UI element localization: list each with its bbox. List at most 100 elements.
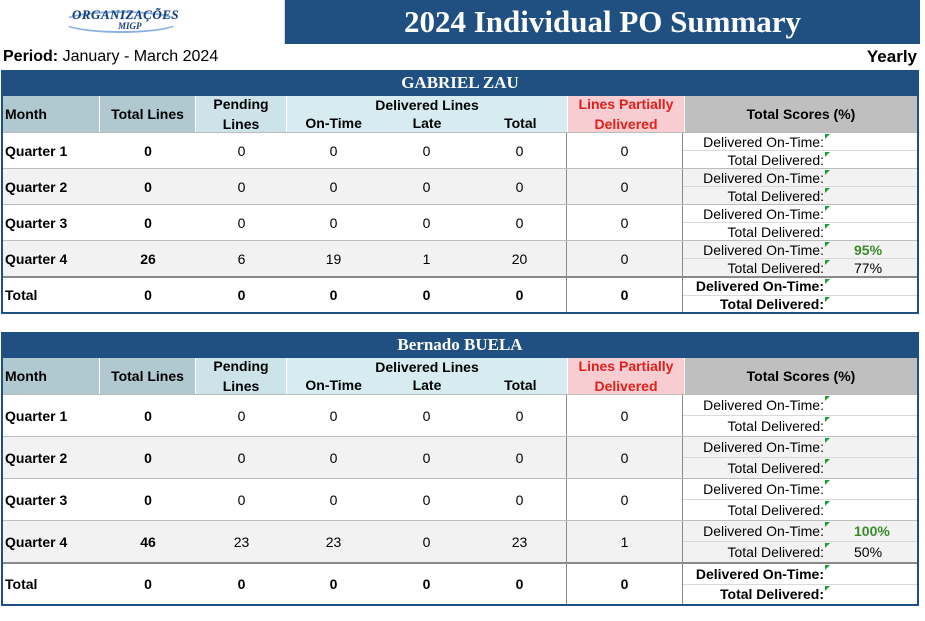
score-total-value — [826, 223, 917, 240]
table-row[interactable]: Quarter 4 26 6 19 1 20 0 Delivered On-Ti… — [3, 240, 917, 276]
score-total-label: Total Delivered: — [683, 500, 830, 520]
row-scores: Delivered On-Time: Total Delivered: — [683, 437, 917, 478]
row-late: 0 — [422, 287, 431, 303]
row-pending: 0 — [237, 214, 246, 231]
row-total-lines: 0 — [144, 178, 152, 195]
row-pending: 0 — [237, 287, 246, 303]
row-partial: 0 — [566, 205, 683, 240]
row-month: Total — [5, 576, 38, 592]
header-ontime: On-Time — [305, 377, 362, 393]
table-row[interactable]: Quarter 3 0 0 0 0 0 0 Delivered On-Time:… — [3, 478, 917, 520]
row-total-lines: 0 — [144, 491, 152, 508]
score-ontime-value: 100% — [854, 523, 890, 539]
row-delivered-total: 0 — [515, 407, 524, 424]
score-total-value — [826, 151, 917, 168]
row-late: 1 — [422, 250, 431, 267]
row-pending: 0 — [237, 178, 246, 195]
score-total-value — [826, 585, 917, 605]
row-delivered-total: 20 — [511, 250, 528, 267]
score-ontime-label: Delivered On-Time: — [683, 521, 830, 541]
table-row[interactable]: Quarter 3 0 0 0 0 0 0 Delivered On-Time:… — [3, 204, 917, 240]
score-ontime-value — [826, 133, 917, 150]
header-pending: Pending Lines — [196, 96, 287, 132]
score-ontime-label: Delivered On-Time: — [683, 169, 830, 186]
header-total-lines: Total Lines — [100, 96, 196, 132]
row-delivered-total: 0 — [515, 449, 524, 466]
row-total-lines: 0 — [144, 142, 152, 159]
row-partial: 0 — [566, 479, 683, 520]
header-partial: Lines Partially Delivered — [567, 96, 684, 132]
table-row[interactable]: Quarter 2 0 0 0 0 0 0 Delivered On-Time:… — [3, 168, 917, 204]
table-row[interactable]: Total 0 0 0 0 0 0 Delivered On-Time: Tot… — [3, 562, 917, 604]
score-total-value: 50% — [854, 544, 883, 560]
row-total-lines: 26 — [140, 250, 156, 267]
period-value[interactable]: January - March 2024 — [62, 48, 219, 65]
person-name: GABRIEL ZAU — [3, 70, 917, 96]
header-month: Month — [3, 358, 100, 394]
row-delivered-total: 0 — [515, 576, 524, 592]
row-pending: 0 — [237, 407, 246, 424]
table-row[interactable]: Quarter 4 46 23 23 0 23 1 Delivered On-T… — [3, 520, 917, 562]
header-ontime: On-Time — [305, 115, 362, 131]
score-ontime-value — [826, 564, 917, 584]
row-late: 0 — [422, 178, 431, 195]
row-partial: 0 — [566, 241, 683, 276]
score-total-label: Total Delivered: — [683, 187, 830, 204]
logo-cell: ORGANIZAÇÕES MIGP — [0, 0, 285, 44]
score-total-label: Total Delivered: — [683, 585, 830, 605]
table-header: Month Total Lines Pending Lines Delivere… — [3, 358, 917, 394]
row-total-lines: 0 — [144, 287, 152, 303]
row-total-lines: 0 — [144, 214, 152, 231]
score-total-label: Total Delivered: — [683, 542, 830, 562]
row-month: Quarter 2 — [5, 449, 68, 466]
score-total-value — [826, 458, 917, 478]
company-logo: ORGANIZAÇÕES MIGP — [62, 5, 180, 37]
row-ontime: 0 — [329, 214, 338, 231]
score-total-label: Total Delivered: — [683, 223, 830, 240]
row-late: 0 — [422, 407, 431, 424]
row-total-lines: 46 — [140, 533, 156, 550]
row-total-lines: 0 — [144, 576, 152, 592]
row-ontime: 0 — [329, 407, 338, 424]
score-ontime-value — [826, 205, 917, 222]
table-row[interactable]: Quarter 1 0 0 0 0 0 0 Delivered On-Time:… — [3, 394, 917, 436]
score-total-label: Total Delivered: — [683, 151, 830, 168]
score-ontime-label: Delivered On-Time: — [683, 278, 830, 295]
score-ontime-label: Delivered On-Time: — [683, 395, 830, 415]
row-ontime: 0 — [329, 287, 338, 303]
person-block: Bernado BUELA Month Total Lines Pending … — [1, 332, 919, 606]
row-partial: 0 — [566, 437, 683, 478]
row-late: 0 — [422, 491, 431, 508]
row-delivered-total: 0 — [515, 491, 524, 508]
row-scores: Delivered On-Time: 95% Total Delivered: … — [683, 241, 917, 276]
period-row: Period: January - March 2024 Yearly — [0, 44, 920, 70]
row-ontime: 0 — [329, 491, 338, 508]
page-title: 2024 Individual PO Summary — [285, 0, 920, 44]
score-ontime-label: Delivered On-Time: — [683, 437, 830, 457]
row-delivered-total: 0 — [515, 178, 524, 195]
table-row[interactable]: Quarter 2 0 0 0 0 0 0 Delivered On-Time:… — [3, 436, 917, 478]
header-partial: Lines Partially Delivered — [567, 358, 684, 394]
score-ontime-value — [826, 479, 917, 499]
row-delivered-total: 23 — [511, 533, 528, 550]
table-row[interactable]: Quarter 1 0 0 0 0 0 0 Delivered On-Time:… — [3, 132, 917, 168]
row-total-lines: 0 — [144, 407, 152, 424]
row-scores: Delivered On-Time: Total Delivered: — [683, 479, 917, 520]
score-ontime-label: Delivered On-Time: — [683, 564, 830, 584]
header-pending: Pending Lines — [196, 358, 287, 394]
score-ontime-value — [826, 395, 917, 415]
header-delivered-label: Delivered Lines — [375, 97, 479, 113]
row-delivered-total: 0 — [515, 287, 524, 303]
row-pending: 0 — [237, 491, 246, 508]
table-row[interactable]: Total 0 0 0 0 0 0 Delivered On-Time: Tot… — [3, 276, 917, 312]
period-label: Period: — [3, 48, 59, 65]
row-late: 0 — [422, 142, 431, 159]
row-month: Total — [5, 287, 38, 303]
row-pending: 23 — [233, 533, 250, 550]
row-pending: 0 — [237, 142, 246, 159]
row-ontime: 0 — [329, 142, 338, 159]
row-late: 0 — [422, 533, 431, 550]
period: Period: January - March 2024 — [3, 48, 218, 66]
yearly-label[interactable]: Yearly — [866, 47, 917, 66]
score-total-value — [826, 416, 917, 436]
